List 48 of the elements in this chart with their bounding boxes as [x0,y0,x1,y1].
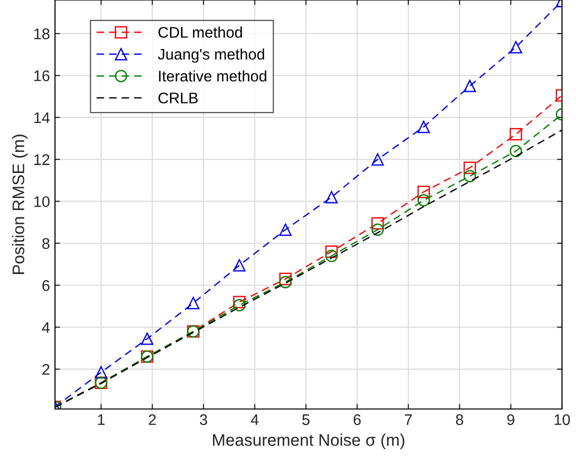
x-tick-label: 3 [200,414,208,426]
x-tick-label: 7 [404,414,412,425]
y-tick-label: 16 [34,70,50,82]
point [371,223,384,236]
y-tick-label: 12 [34,154,50,165]
point [325,250,338,262]
legend-label: Juang's method [158,48,264,63]
point [418,194,430,206]
point [279,223,292,236]
point [464,80,476,92]
legend-label: Iterative method [159,70,266,82]
x-tick-label: 6 [354,414,361,426]
y-axis-title: Position RMSE (m) [12,134,28,274]
x-tick-label: 9 [507,414,514,426]
y-tick-label: 2 [42,364,50,375]
point [418,186,430,198]
point [464,170,476,182]
point [141,332,154,345]
point [371,217,384,230]
point [233,298,246,312]
x-tick-label: 10 [554,414,570,426]
y-tick-label: 18 [34,28,50,40]
legend-label: CDL method [158,26,242,38]
x-axis-title: Measurement Noise σ (m) [213,434,404,450]
point [510,128,522,140]
x-tick-label: 5 [302,414,310,426]
legend-label: CRLB [158,92,198,104]
point [233,259,246,272]
point [187,296,200,310]
y-tick-label: 8 [42,238,50,249]
point [510,144,522,158]
x-tick-label: 2 [148,414,156,425]
y-tick-label: 4 [42,322,50,333]
point [233,296,246,308]
point [371,153,384,166]
point [94,366,108,378]
x-tick-label: 1 [98,414,105,425]
point [325,190,338,204]
point [510,41,522,54]
y-tick-label: 14 [34,112,50,123]
x-tick-label: 4 [250,414,259,425]
point [325,246,338,258]
point [279,276,292,288]
point [464,162,476,174]
y-tick-label: 10 [34,196,50,208]
point [418,120,430,134]
x-tick-label: 8 [456,414,464,426]
y-tick-label: 6 [42,280,50,291]
